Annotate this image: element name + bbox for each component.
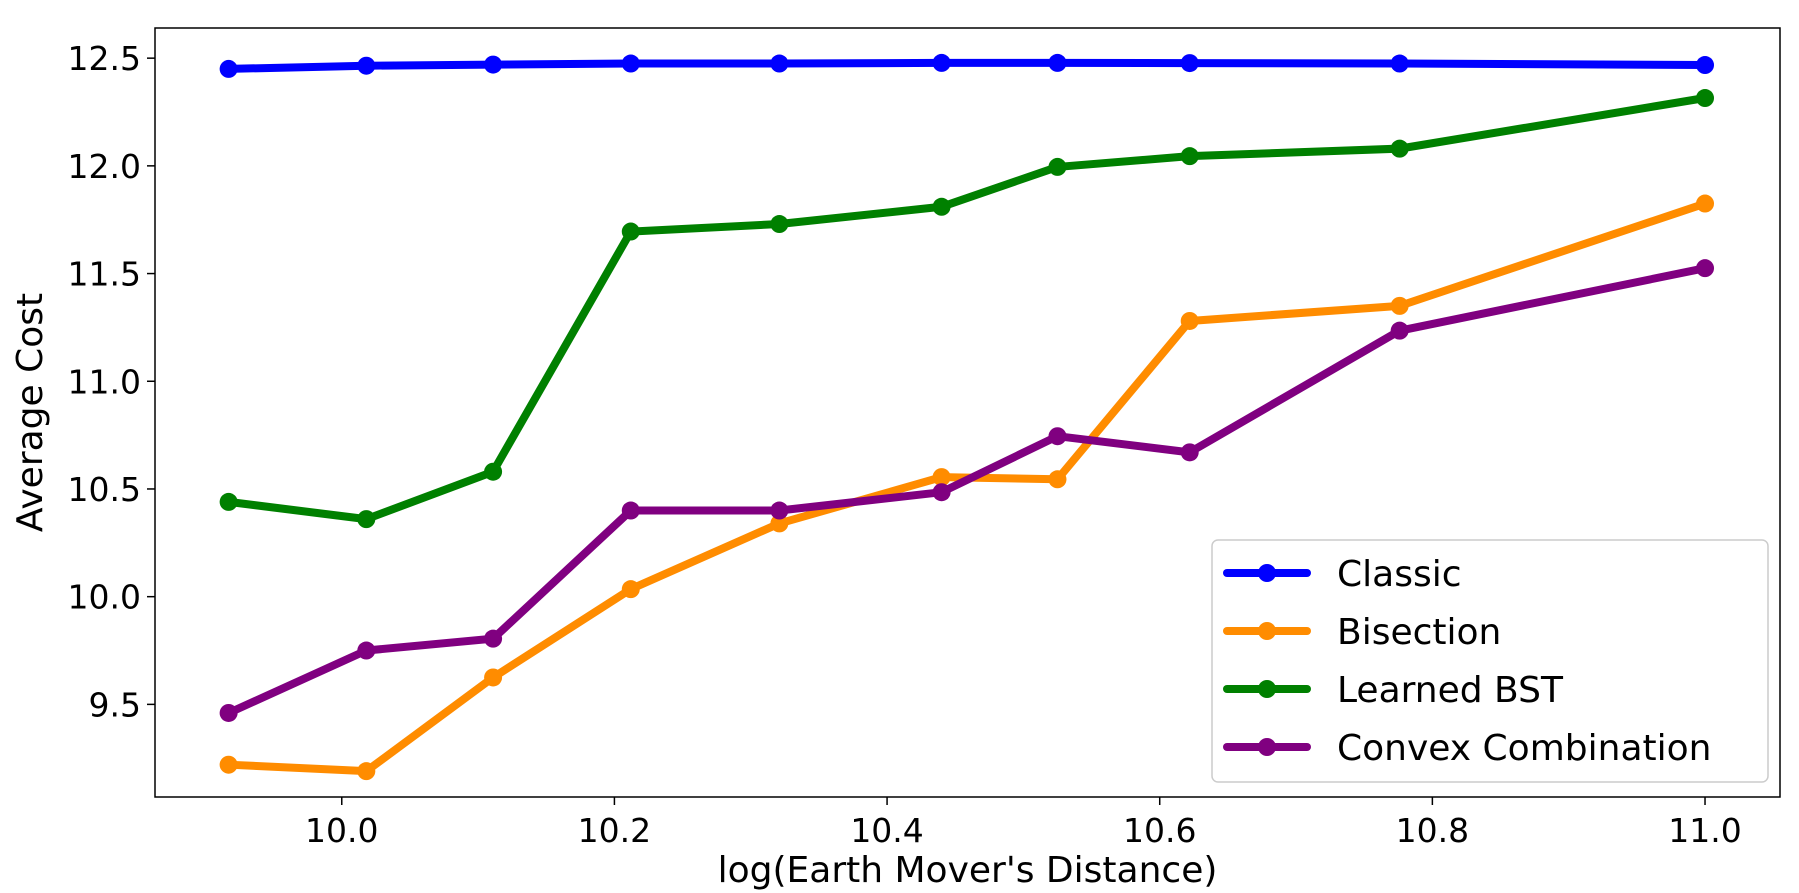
data-point-classic: [1696, 56, 1715, 75]
data-point-classic: [932, 53, 951, 72]
y-axis-label: Average Cost: [10, 293, 51, 532]
data-point-classic: [770, 54, 789, 73]
data-point-classic: [219, 59, 238, 78]
data-point-classic: [1180, 54, 1199, 73]
legend-item-classic: Classic: [1223, 554, 1462, 595]
y-tick-label: 9.5: [89, 685, 141, 724]
legend-label: Classic: [1337, 554, 1462, 595]
data-point-classic: [357, 56, 376, 75]
data-point-classic: [1048, 53, 1067, 72]
data-point-bisection: [1048, 470, 1067, 489]
x-axis-label: log(Earth Mover's Distance): [718, 850, 1218, 891]
data-point-convex-combination: [1696, 259, 1715, 278]
x-tick-label: 11.0: [1668, 811, 1741, 850]
series-lines: [219, 53, 1715, 781]
legend-swatch-marker: [1258, 680, 1276, 698]
series-line-convex-combination: [224, 264, 1710, 717]
series-classic: [219, 53, 1715, 78]
x-tick-label: 10.6: [1123, 811, 1196, 850]
data-point-learned-bst: [1180, 147, 1199, 166]
data-point-learned-bst: [932, 197, 951, 216]
legend-box: [1211, 539, 1769, 783]
legend-swatch-marker: [1258, 738, 1276, 756]
data-point-bisection: [357, 762, 376, 781]
data-point-convex-combination: [621, 501, 640, 520]
y-tick-label: 10.5: [68, 470, 141, 509]
series-line-classic: [224, 58, 1710, 73]
data-point-convex-combination: [357, 641, 376, 660]
x-tick-label: 10.4: [850, 811, 923, 850]
data-point-learned-bst: [1390, 139, 1409, 158]
series-line-learned-bst: [224, 94, 1710, 524]
data-point-classic: [1390, 54, 1409, 73]
data-point-classic: [621, 54, 640, 73]
x-tick-label: 10.0: [305, 811, 378, 850]
data-point-bisection: [1390, 296, 1409, 315]
legend-label: Convex Combination: [1337, 728, 1711, 769]
legend-label: Learned BST: [1337, 670, 1564, 711]
series-convex-combination: [219, 259, 1715, 722]
data-point-convex-combination: [1048, 427, 1067, 446]
y-tick-label: 12.5: [68, 39, 141, 78]
data-point-learned-bst: [357, 510, 376, 529]
data-point-convex-combination: [1180, 443, 1199, 462]
y-tick-label: 12.0: [68, 147, 141, 186]
data-point-learned-bst: [1048, 157, 1067, 176]
legend: Classic Bisection Learned BST Convex Combin…: [1211, 539, 1769, 783]
y-tick-label: 11.0: [68, 362, 141, 401]
legend-item-bisection: Bisection: [1223, 612, 1501, 653]
data-point-learned-bst: [621, 222, 640, 241]
series-learned-bst: [219, 89, 1715, 529]
data-point-bisection: [1180, 311, 1199, 330]
data-point-bisection: [484, 668, 503, 687]
data-point-learned-bst: [219, 492, 238, 511]
y-tick-label: 11.5: [68, 255, 141, 294]
y-tick-label: 10.0: [68, 578, 141, 617]
data-point-convex-combination: [770, 501, 789, 520]
data-point-bisection: [219, 755, 238, 774]
data-point-convex-combination: [1390, 321, 1409, 340]
legend-swatch-marker: [1258, 622, 1276, 640]
axis-ticks: 10.0 10.2 10.4 10.6 10.8 11.0 9.5 10.0 10.5 11.0 1…: [68, 39, 1742, 850]
data-point-bisection: [1696, 194, 1715, 213]
data-point-learned-bst: [1696, 89, 1715, 108]
legend-swatch-marker: [1258, 564, 1276, 582]
data-point-bisection: [770, 514, 789, 533]
data-point-bisection: [932, 468, 951, 487]
data-point-bisection: [621, 580, 640, 599]
data-point-classic: [484, 55, 503, 74]
data-point-convex-combination: [484, 629, 503, 648]
data-point-convex-combination: [932, 483, 951, 502]
legend-item-convex-combination: Convex Combination: [1223, 728, 1711, 769]
legend-label: Bisection: [1337, 612, 1501, 653]
x-tick-label: 10.8: [1396, 811, 1469, 850]
data-point-learned-bst: [770, 215, 789, 234]
data-point-convex-combination: [219, 703, 238, 722]
x-tick-label: 10.2: [578, 811, 651, 850]
data-point-learned-bst: [484, 462, 503, 481]
legend-item-learned-bst: Learned BST: [1223, 670, 1564, 711]
plot-frame: [154, 27, 1781, 798]
